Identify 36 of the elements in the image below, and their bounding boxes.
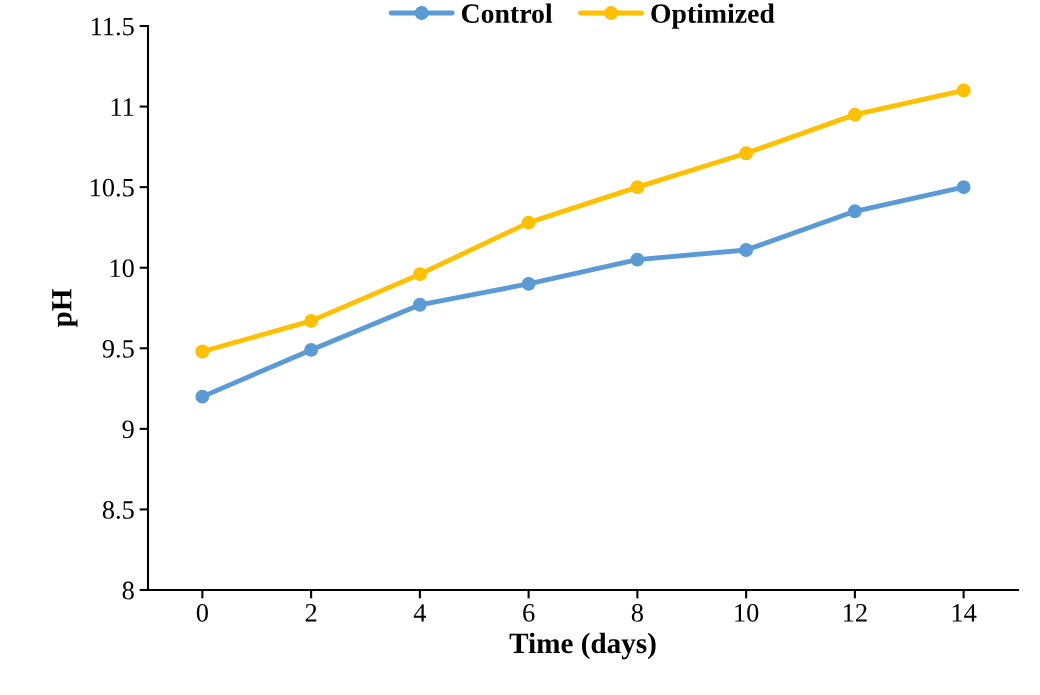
- y-tick-label: 8: [122, 581, 134, 600]
- point: [412, 297, 427, 312]
- point: [630, 252, 645, 267]
- point: [521, 215, 536, 230]
- point: [739, 146, 754, 161]
- x-tick-label: 4: [413, 604, 427, 622]
- point: [521, 276, 536, 291]
- y-tick-label: 11: [111, 98, 134, 116]
- y-tick-label: 9.5: [102, 339, 134, 358]
- x-tick-label: 0: [196, 603, 208, 622]
- point: [630, 180, 645, 195]
- y-tick-label: 10.5: [90, 178, 134, 197]
- point: [304, 342, 319, 357]
- x-axis-title: Time (days): [509, 632, 656, 660]
- y-axis-title: pH: [52, 289, 78, 328]
- y-tick-label: 10: [110, 259, 134, 278]
- point: [956, 83, 971, 98]
- x-tick-label: 8: [631, 603, 643, 622]
- point: [847, 107, 862, 122]
- x-tick-label: 2: [305, 604, 317, 622]
- x-tick-label: 14: [952, 604, 977, 622]
- x-tick-label: 6: [523, 604, 535, 622]
- point: [739, 243, 754, 257]
- x-tick-label: 10: [735, 603, 759, 622]
- y-tick-label: 8.5: [102, 501, 134, 519]
- point: [304, 313, 319, 328]
- point: [847, 204, 862, 219]
- point: [195, 389, 210, 404]
- y-tick-label: 11.5: [91, 17, 134, 36]
- legend-label: Optimized: [651, 3, 775, 29]
- point: [956, 180, 971, 195]
- x-tick-label: 12: [844, 604, 867, 622]
- y-tick-label: 9: [122, 420, 134, 439]
- point: [412, 267, 427, 282]
- point: [195, 344, 210, 359]
- legend-label: Control: [461, 3, 553, 23]
